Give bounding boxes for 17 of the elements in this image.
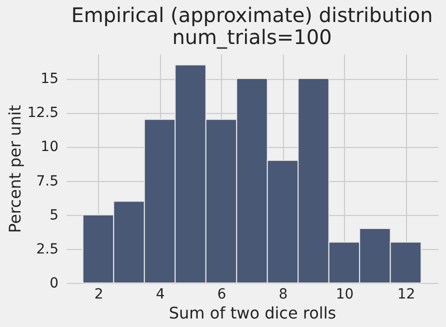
chart-title: Empirical (approximate) distribution <box>71 3 433 27</box>
y-axis-title: Percent per unit <box>5 105 24 233</box>
y-tick-label: 12.5 <box>27 105 58 122</box>
x-tick-label: 12 <box>397 286 416 302</box>
chart-subtitle: num_trials=100 <box>172 25 332 49</box>
y-tick-label: 2.5 <box>36 241 58 258</box>
x-tick-label: 8 <box>278 286 288 302</box>
x-axis-title: Sum of two dice rolls <box>168 304 336 322</box>
y-tick-label: 15 <box>40 71 58 88</box>
x-tick-label: 6 <box>217 286 226 302</box>
y-tick-label: 5 <box>50 207 58 224</box>
x-tick-label: 2 <box>94 286 104 302</box>
y-tick-label: 0 <box>50 276 58 292</box>
x-tick-label: 10 <box>336 286 354 302</box>
y-tick-label: 10 <box>40 139 58 156</box>
y-tick-label: 7.5 <box>36 173 58 190</box>
x-tick-label: 4 <box>156 286 165 302</box>
